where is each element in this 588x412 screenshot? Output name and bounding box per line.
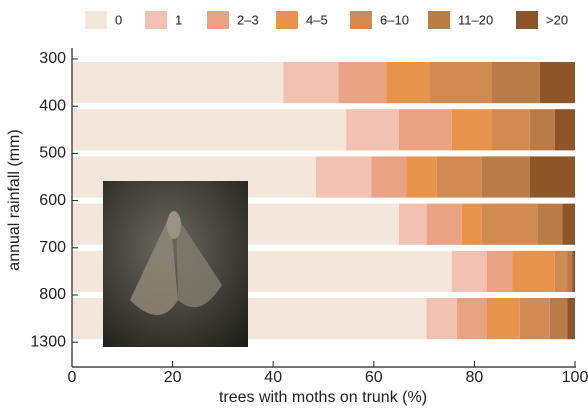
bar-segment: [567, 298, 575, 340]
bar-segment: [72, 62, 284, 104]
y-axis-label: annual rainfall (mm): [6, 129, 23, 270]
bar-segment: [386, 62, 430, 104]
legend-swatch: [428, 11, 450, 29]
bar-segment: [519, 298, 550, 340]
bar-segment: [436, 156, 482, 198]
x-axis-label: trees with moths on trunk (%): [219, 389, 427, 406]
bar-segment: [554, 109, 575, 151]
x-tick-label: 60: [365, 369, 383, 386]
bar-segment: [512, 250, 555, 292]
bar-segment: [451, 109, 493, 151]
bar-segment: [529, 156, 575, 198]
bar-segment: [481, 203, 538, 245]
legend-swatch: [350, 11, 372, 29]
bar-segment: [492, 62, 540, 104]
legend-swatch: [207, 11, 229, 29]
bar-segment: [456, 298, 487, 340]
bar-segment: [529, 109, 555, 151]
moth-body: [167, 211, 181, 239]
bar-segment: [549, 298, 568, 340]
bar-segment: [539, 62, 575, 104]
bar-segment: [398, 109, 452, 151]
bar-segment: [426, 298, 457, 340]
y-tick-label: 700: [39, 239, 66, 256]
legend-label: 0: [115, 12, 122, 27]
bar-segment: [492, 109, 530, 151]
bar-segment: [567, 250, 573, 292]
bar-segment: [562, 203, 575, 245]
y-tick-label: 400: [39, 97, 66, 114]
x-tick-label: 20: [164, 369, 182, 386]
legend-label: >20: [546, 12, 568, 27]
legend-swatch: [85, 11, 107, 29]
bar-segment: [537, 203, 563, 245]
legend-swatch: [145, 11, 167, 29]
bar-segment: [429, 62, 493, 104]
bar-segment: [486, 298, 520, 340]
legend-label: 6–10: [380, 12, 409, 27]
moth-wing: [176, 215, 222, 308]
y-tick-label: 600: [39, 192, 66, 209]
x-tick-label: 0: [68, 369, 77, 386]
legend-label: 2–3: [237, 12, 259, 27]
y-tick-label: 1300: [30, 333, 66, 350]
bar-segment: [486, 250, 513, 292]
bar-segment: [406, 156, 437, 198]
y-tick-label: 800: [39, 286, 66, 303]
x-tick-label: 100: [562, 369, 588, 386]
bar-segment: [346, 109, 399, 151]
legend-label: 11–20: [458, 12, 493, 27]
bar-segment: [572, 250, 575, 292]
x-tick-label: 80: [466, 369, 484, 386]
bar-segment: [461, 203, 482, 245]
legend-swatch: [516, 11, 538, 29]
photo-background: [103, 181, 248, 347]
x-tick-label: 40: [264, 369, 282, 386]
legend-label: 4–5: [306, 12, 328, 27]
moth-photo: [103, 181, 248, 347]
bar-segment: [481, 156, 530, 198]
moth-wing: [130, 215, 178, 315]
legend-swatch: [276, 11, 298, 29]
bar-segment: [371, 156, 407, 198]
bar-segment: [426, 203, 462, 245]
bar-segment: [338, 62, 387, 104]
bar-segment: [554, 250, 568, 292]
legend-label: 1: [175, 12, 182, 27]
bar-segment: [283, 62, 339, 104]
bar-segment: [72, 109, 347, 151]
bar-segment: [315, 156, 372, 198]
y-tick-label: 500: [39, 145, 66, 162]
bar-segment: [398, 203, 427, 245]
bar-segment: [451, 250, 487, 292]
y-tick-label: 300: [39, 50, 66, 67]
